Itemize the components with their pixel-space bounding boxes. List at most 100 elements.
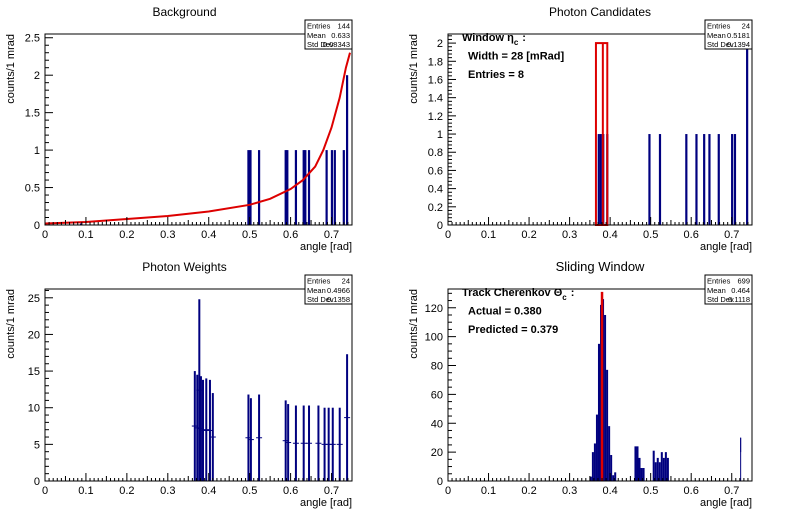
x-tick-label: 0.7 — [324, 229, 339, 241]
x-axis-label: angle [rad] — [300, 497, 352, 509]
x-tick-label: 0.4 — [201, 485, 216, 497]
x-tick-label: 0.2 — [119, 485, 134, 497]
histogram-bar — [302, 150, 305, 225]
y-tick-label: 0.8 — [428, 147, 443, 159]
y-tick-label: 1.6 — [428, 74, 443, 86]
y-tick-label: 0.5 — [25, 183, 40, 195]
y-tick-label: 60 — [431, 389, 443, 401]
x-tick-label: 0.3 — [160, 485, 175, 497]
stats-value: 24 — [342, 277, 350, 286]
histogram-bar — [652, 450, 655, 481]
x-tick-label: 0.5 — [643, 229, 658, 241]
histogram-bar — [345, 75, 349, 225]
stats-label: Entries — [307, 277, 331, 286]
y-tick-label: 40 — [431, 418, 443, 430]
stats-value: 0.1394 — [727, 40, 750, 49]
plot-frame — [44, 288, 353, 482]
stats-value: 0.4966 — [327, 286, 350, 295]
annotation-line: Actual = 0.380 — [468, 306, 542, 318]
x-tick-label: 0.6 — [684, 485, 699, 497]
stats-label: Entries — [307, 22, 331, 31]
histogram-bar — [664, 452, 667, 481]
histogram-bar — [634, 446, 637, 481]
x-tick-label: 0.1 — [481, 229, 496, 241]
histogram-bar — [612, 475, 615, 481]
pad-photon-weights: 0 0.1 0.2 0.3 0.4 0.5 0.6 0.7 0 5 10 15 20 25 angle [r… — [5, 260, 353, 509]
y-tick-label: 80 — [431, 361, 443, 373]
y-tick-label: 5 — [34, 439, 40, 451]
histogram-bar — [660, 452, 663, 481]
x-tick-label: 0 — [42, 485, 48, 497]
plot-frame — [44, 33, 353, 226]
stats-value: 0.1118 — [728, 295, 750, 304]
annotation-line: Entries = 8 — [468, 69, 524, 81]
histogram-bar — [597, 343, 600, 481]
histogram-bar — [733, 134, 737, 225]
histogram-bar — [284, 150, 287, 225]
stats-label: Mean — [307, 31, 326, 40]
histogram-bar — [636, 446, 639, 481]
x-tick-label: 0.4 — [602, 485, 617, 497]
pad-photon-candidates: 0 0.1 0.2 0.3 0.4 0.5 0.6 0.7 0 0.2 0.4 0.6 0.8 1 1.2 1… — [408, 5, 753, 253]
histogram-bar — [666, 457, 669, 481]
x-tick-label: 0.6 — [283, 485, 298, 497]
histogram-bar — [599, 134, 602, 225]
stats-label: Entries — [707, 22, 731, 31]
y-tick-label: 0 — [34, 476, 40, 488]
histogram-bar — [614, 472, 617, 481]
x-tick-label: 0.1 — [78, 229, 93, 241]
x-tick-label: 0.7 — [724, 229, 739, 241]
x-tick-label: 0.4 — [201, 229, 216, 241]
histogram-bar — [703, 134, 706, 225]
y-axis-label: counts/1 mrad — [5, 34, 17, 104]
histogram-bar — [731, 134, 734, 225]
x-tick-label: 0.4 — [602, 229, 617, 241]
stats-value: 0.08343 — [323, 40, 350, 49]
histogram-bar — [648, 134, 651, 225]
y-tick-label: 15 — [28, 366, 40, 378]
y-tick-label: 1.8 — [428, 56, 443, 68]
x-tick-label: 0 — [445, 485, 451, 497]
annotation-heading: Track Cherenkov Θc: — [462, 287, 574, 302]
histogram-bar — [304, 150, 307, 225]
y-tick-label: 1 — [437, 129, 443, 141]
y-tick-label: 20 — [28, 329, 40, 341]
x-axis-label: angle [rad] — [300, 241, 352, 253]
pad-sliding-window: 0 0.1 0.2 0.3 0.4 0.5 0.6 0.7 0 20 40 60 80 100 120 ang… — [408, 259, 753, 509]
histogram-bar — [638, 457, 641, 481]
y-tick-label: 25 — [28, 293, 40, 305]
histogram-bar — [746, 43, 749, 225]
histogram-bar — [325, 150, 328, 225]
histogram-bar — [597, 134, 600, 225]
histogram-bar — [717, 134, 720, 225]
histogram-bar — [307, 150, 311, 225]
histogram-bar — [708, 134, 711, 225]
plot-frame — [447, 33, 753, 226]
stats-label: Entries — [707, 277, 731, 286]
chart-title: Background — [152, 5, 216, 19]
x-tick-label: 0.7 — [724, 485, 739, 497]
x-tick-label: 0.2 — [521, 229, 536, 241]
annotation-heading: Window ηc: — [462, 32, 526, 47]
histogram-bar — [79, 223, 83, 225]
x-tick-label: 0.3 — [562, 485, 577, 497]
y-tick-label: 1 — [34, 145, 40, 157]
stats-box — [704, 19, 753, 50]
stats-box — [304, 19, 353, 50]
x-tick-label: 0.7 — [324, 485, 339, 497]
y-tick-label: 0.4 — [428, 184, 443, 196]
y-tick-label: 1.4 — [428, 93, 443, 105]
x-tick-label: 0.5 — [242, 229, 257, 241]
x-tick-label: 0.3 — [562, 229, 577, 241]
histogram-bar — [695, 134, 698, 225]
y-tick-label: 0 — [437, 220, 443, 232]
x-tick-label: 0.6 — [283, 229, 298, 241]
histogram-bar — [610, 455, 613, 481]
x-tick-label: 0.2 — [521, 485, 536, 497]
histogram-bar — [662, 457, 665, 481]
stats-label: Mean — [707, 31, 726, 40]
histogram-bar — [654, 462, 657, 481]
histogram-bar — [658, 134, 662, 225]
